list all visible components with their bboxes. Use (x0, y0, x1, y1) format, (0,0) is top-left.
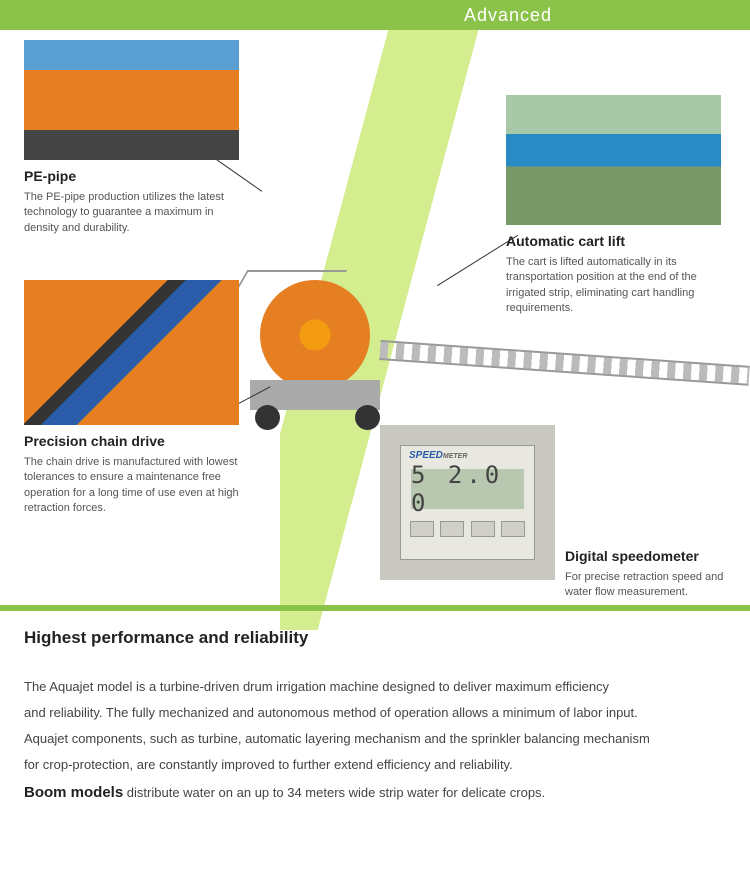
bottom-section: Highest performance and reliability The … (24, 628, 726, 808)
machine-wheel (255, 405, 280, 430)
boom-text: distribute water on an up to 34 meters w… (123, 785, 545, 800)
sm-btn-3 (471, 521, 495, 537)
speedometer-desc: For precise retraction speed and water f… (565, 570, 735, 601)
chain-drive-image (24, 280, 239, 425)
cart-lift-image (506, 95, 721, 225)
pe-pipe-desc: The PE-pipe production utilizes the late… (24, 190, 239, 236)
chain-drive-desc: The chain drive is manufactured with low… (24, 455, 239, 517)
boom-label: Boom models (24, 784, 123, 801)
speedometer-image: SPEEDMETER 5 2.0 0 (380, 425, 555, 580)
machine-drum (260, 280, 370, 390)
speedometer-device: SPEEDMETER 5 2.0 0 (400, 445, 535, 560)
pe-pipe-image (24, 40, 239, 160)
bottom-p2: and reliability. The fully mechanized an… (24, 705, 638, 720)
header-bar: Advanced (0, 0, 750, 30)
bottom-p4: for crop-protection, are constantly impr… (24, 757, 513, 772)
sm-btn-2 (440, 521, 464, 537)
speedometer-label-block: Digital speedometer For precise retracti… (565, 540, 735, 601)
cart-lift-desc: The cart is lifted automatically in its … (506, 255, 726, 317)
bottom-text: The Aquajet model is a turbine-driven dr… (24, 674, 726, 808)
sm-btn-4 (501, 521, 525, 537)
feature-pe-pipe: PE-pipe The PE-pipe production utilizes … (24, 40, 239, 236)
speedometer-display: 5 2.0 0 (411, 469, 524, 509)
speedometer-title: Digital speedometer (565, 548, 735, 564)
cart-lift-title: Automatic cart lift (506, 233, 726, 249)
header-title: Advanced (0, 5, 552, 26)
feature-cart-lift: Automatic cart lift The cart is lifted a… (506, 95, 726, 317)
section-divider (0, 605, 750, 611)
speedometer-buttons (401, 513, 534, 545)
bottom-p3: Aquajet components, such as turbine, aut… (24, 731, 650, 746)
sm-btn-1 (410, 521, 434, 537)
machine-boom (379, 340, 749, 386)
pe-pipe-title: PE-pipe (24, 168, 239, 184)
bottom-p1: The Aquajet model is a turbine-driven dr… (24, 679, 609, 694)
machine-wheel (355, 405, 380, 430)
bottom-title: Highest performance and reliability (24, 628, 726, 648)
feature-speedometer: SPEEDMETER 5 2.0 0 (380, 425, 555, 580)
feature-chain-drive: Precision chain drive The chain drive is… (24, 280, 239, 517)
chain-drive-title: Precision chain drive (24, 433, 239, 449)
